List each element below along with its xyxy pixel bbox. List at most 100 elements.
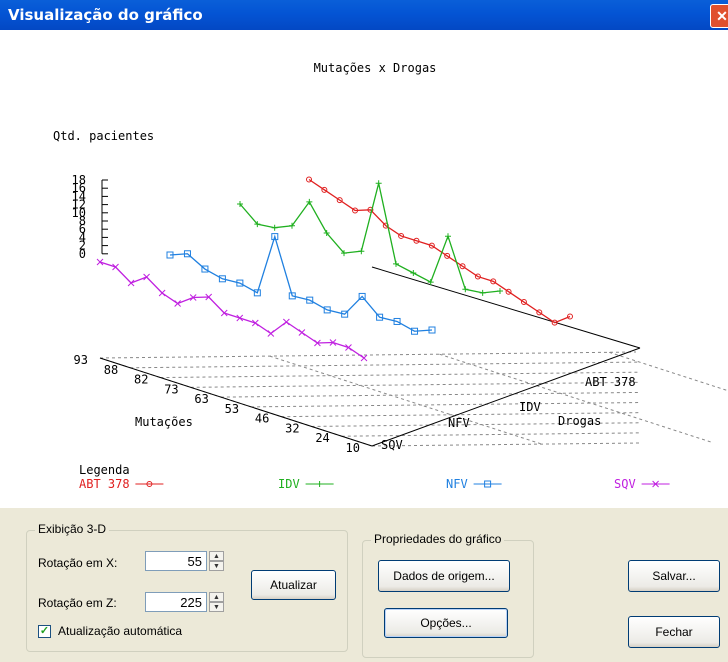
data-point <box>479 289 486 296</box>
z-tick-label: SQV <box>381 438 403 452</box>
data-point <box>360 354 368 362</box>
data-point <box>445 233 451 240</box>
data-point <box>236 279 244 287</box>
x-tick-label: 53 <box>225 402 239 416</box>
chart-title: Mutações x Drogas <box>314 61 437 75</box>
series-line-2 <box>169 234 433 332</box>
x-tick-label: 46 <box>255 412 269 426</box>
data-point <box>398 232 405 239</box>
z-tick-label: IDV <box>519 400 541 414</box>
series-line-3 <box>99 261 365 359</box>
data-point <box>236 314 244 322</box>
data-point <box>459 263 466 270</box>
data-point <box>288 292 296 300</box>
data-point <box>341 250 347 257</box>
data-point <box>393 260 399 267</box>
data-point <box>158 289 166 297</box>
data-point <box>251 319 259 327</box>
floor-grid-line <box>341 432 641 437</box>
data-point <box>536 309 543 316</box>
auto-update-checkbox[interactable]: ✓ <box>38 625 51 638</box>
z-tick-label: ABT 378 <box>585 375 636 389</box>
z-axis-line <box>371 347 641 447</box>
x-tick-label: 32 <box>285 421 299 435</box>
data-point <box>428 242 435 249</box>
y-tick-label: 0 <box>79 247 86 261</box>
rotation-z-label: Rotação em Z: <box>38 596 117 610</box>
legend-marker <box>652 480 659 488</box>
data-point <box>413 237 420 244</box>
spin-up-icon[interactable]: ▲ <box>209 551 224 561</box>
data-point <box>306 198 313 205</box>
auto-update-label: Atualização automática <box>58 624 183 638</box>
data-point <box>411 327 419 335</box>
data-point <box>289 222 295 229</box>
group-3d: Exibição 3-D <box>26 522 348 652</box>
data-point <box>462 286 469 293</box>
data-point <box>505 288 512 295</box>
back-edge-line <box>371 266 641 349</box>
data-point <box>444 252 451 259</box>
data-point <box>306 176 312 183</box>
data-point <box>341 310 349 318</box>
data-point <box>183 250 191 258</box>
x-tick-label: 88 <box>104 363 118 377</box>
x-axis-label: Mutações <box>135 415 193 429</box>
data-point <box>96 258 104 266</box>
floor-grid-line <box>190 381 641 388</box>
spin-up-icon[interactable]: ▲ <box>209 592 224 602</box>
data-point <box>267 330 275 337</box>
data-point <box>254 221 261 228</box>
spin-down-icon[interactable]: ▼ <box>209 602 224 612</box>
y-tick-label: 8 <box>79 214 86 228</box>
rotation-z-input[interactable] <box>145 592 207 612</box>
floor-grid-line <box>269 355 542 445</box>
close-button[interactable]: Fechar <box>628 616 720 648</box>
close-icon[interactable]: ✕ <box>710 4 728 28</box>
floor-grid-line <box>130 361 641 369</box>
series-line-1 <box>239 183 501 294</box>
data-point <box>271 233 279 241</box>
legend-label: IDV <box>278 477 300 491</box>
floor-grid-line <box>99 351 637 359</box>
data-point <box>314 339 321 347</box>
data-point <box>427 279 434 286</box>
data-point <box>201 265 209 273</box>
save-button[interactable]: Salvar... <box>628 560 720 592</box>
legend-label: NFV <box>446 477 468 491</box>
data-point <box>336 197 343 204</box>
x-axis-line <box>99 357 373 447</box>
data-point <box>205 293 213 301</box>
chart-ylabel: Qtd. pacientes <box>53 129 154 143</box>
data-point <box>323 230 330 236</box>
x-tick-label: 10 <box>346 441 360 455</box>
data-point <box>490 278 497 285</box>
options-button[interactable]: Opções... <box>384 608 508 638</box>
data-point <box>358 248 365 255</box>
data-point <box>237 201 243 207</box>
data-point <box>218 275 226 283</box>
title-bar: Visualização do gráfico ✕ <box>0 0 728 30</box>
source-data-button[interactable]: Dados de origem... <box>378 560 510 592</box>
data-point <box>323 306 331 314</box>
floor-grid-line <box>160 371 641 379</box>
data-point <box>271 224 278 231</box>
data-point <box>329 339 337 346</box>
data-point <box>428 326 436 334</box>
floor-grid-line <box>251 402 641 408</box>
window-title: Visualização do gráfico <box>8 6 203 24</box>
legend-title: Legenda <box>79 463 130 477</box>
data-point <box>166 251 174 259</box>
data-point <box>520 299 527 306</box>
data-point <box>567 313 573 320</box>
data-point <box>127 279 135 287</box>
spin-down-icon[interactable]: ▼ <box>209 561 224 571</box>
y-tick-label: 14 <box>72 189 86 203</box>
update-button[interactable]: Atualizar <box>251 570 336 600</box>
floor-grid-line <box>439 353 712 443</box>
rotation-x-input[interactable] <box>145 551 207 571</box>
y-tick-label: 4 <box>79 230 86 244</box>
y-tick-label: 6 <box>79 222 86 236</box>
y-tick-label: 12 <box>72 198 86 212</box>
data-point <box>474 273 481 280</box>
